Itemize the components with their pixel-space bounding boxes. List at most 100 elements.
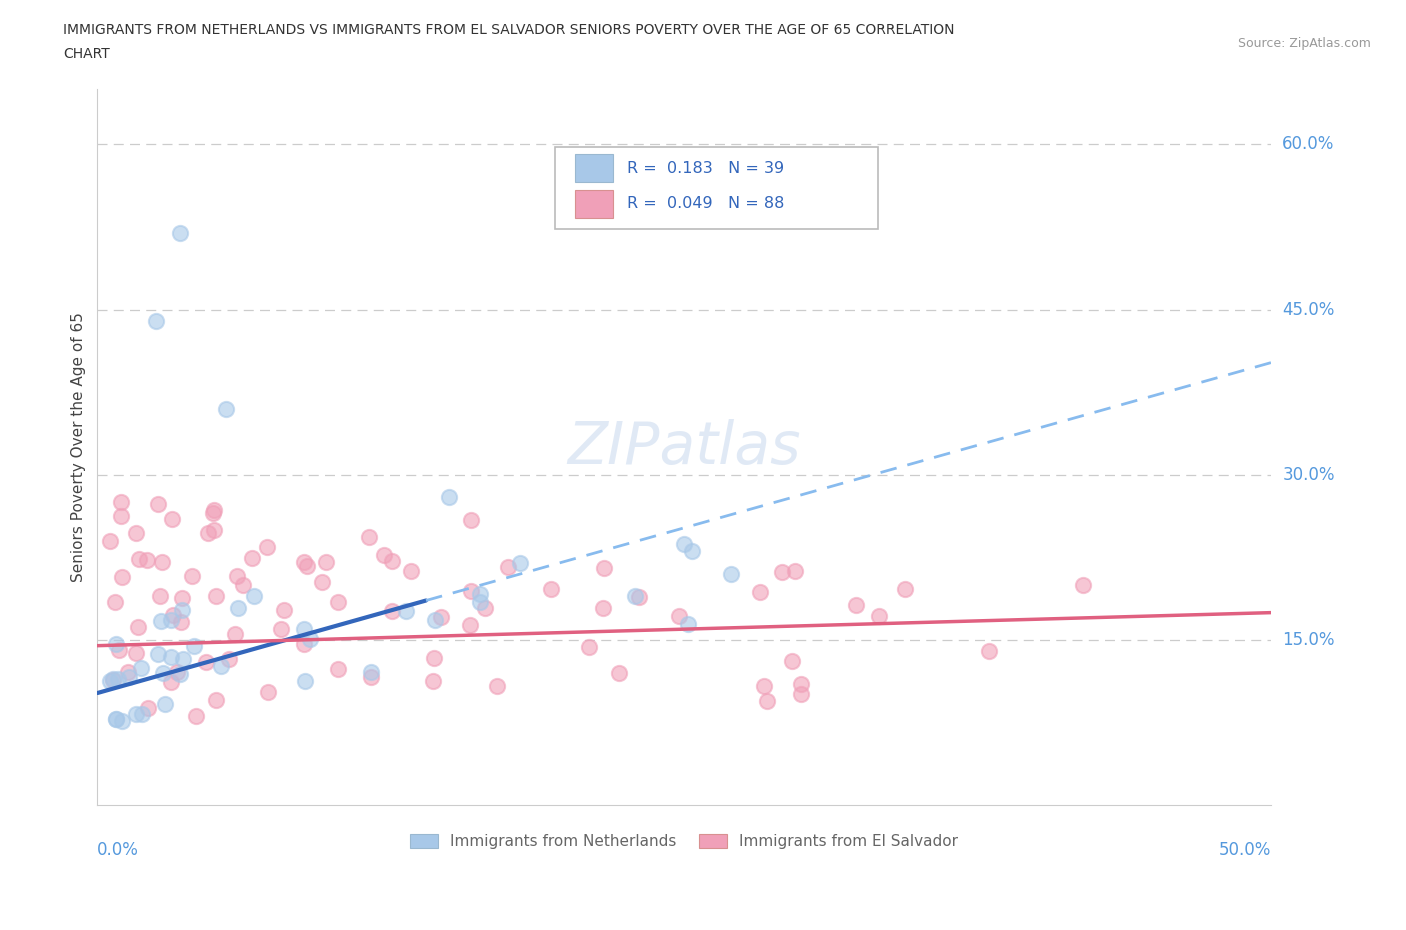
Point [315, 554, 337, 569]
Point [460, 512, 482, 527]
Point [125, 525, 148, 540]
Point [256, 540, 278, 555]
Point [101, 673, 124, 688]
Point [105, 636, 128, 651]
Point [672, 537, 695, 551]
Text: Source: ZipAtlas.com: Source: ZipAtlas.com [1237, 37, 1371, 50]
Point [328, 595, 350, 610]
Point [110, 569, 132, 584]
Point [676, 617, 699, 631]
Point [226, 601, 249, 616]
Point [108, 643, 131, 658]
Point [593, 561, 616, 576]
FancyBboxPatch shape [575, 190, 613, 219]
Point [748, 585, 770, 600]
Point [169, 615, 191, 630]
Point [755, 694, 778, 709]
Point [172, 591, 194, 605]
Point [197, 525, 219, 540]
Point [439, 489, 461, 504]
Point [146, 646, 169, 661]
Point [169, 225, 191, 240]
Point [295, 558, 318, 573]
Point [131, 660, 153, 675]
Point [153, 697, 176, 711]
Point [868, 609, 890, 624]
Point [131, 707, 153, 722]
Point [169, 666, 191, 681]
Point [395, 604, 418, 618]
Point [205, 693, 228, 708]
Point [166, 665, 188, 680]
Text: 15.0%: 15.0% [1282, 631, 1334, 649]
Point [430, 610, 453, 625]
Point [172, 652, 194, 667]
Point [681, 544, 703, 559]
Point [145, 313, 167, 328]
Text: R =  0.049   N = 88: R = 0.049 N = 88 [627, 196, 785, 211]
Text: 0.0%: 0.0% [97, 842, 139, 859]
Point [152, 666, 174, 681]
Point [422, 651, 444, 666]
Point [202, 503, 225, 518]
Point [226, 569, 249, 584]
Point [135, 552, 157, 567]
Point [104, 594, 127, 609]
Point [785, 564, 807, 578]
Point [780, 653, 803, 668]
Point [360, 665, 382, 680]
Point [381, 553, 404, 568]
Point [311, 575, 333, 590]
Point [110, 495, 132, 510]
Point [422, 674, 444, 689]
Point [162, 607, 184, 622]
Point [183, 639, 205, 654]
Point [194, 654, 217, 669]
Point [105, 711, 128, 726]
Point [720, 566, 742, 581]
Point [104, 711, 127, 726]
Point [149, 589, 172, 604]
Point [149, 613, 172, 628]
Point [146, 497, 169, 512]
Point [496, 559, 519, 574]
Point [752, 678, 775, 693]
Point [273, 602, 295, 617]
Point [184, 709, 207, 724]
Point [474, 600, 496, 615]
Point [159, 649, 181, 664]
Point [270, 621, 292, 636]
Point [359, 530, 381, 545]
Point [215, 402, 238, 417]
Point [257, 684, 280, 699]
Point [770, 565, 793, 579]
Point [509, 555, 531, 570]
Point [458, 618, 481, 632]
Point [118, 670, 141, 684]
Point [789, 677, 811, 692]
Point [209, 658, 232, 673]
Legend: Immigrants from Netherlands, Immigrants from El Salvador: Immigrants from Netherlands, Immigrants … [405, 828, 965, 855]
Point [127, 619, 149, 634]
Point [425, 613, 447, 628]
Point [468, 595, 491, 610]
Text: ZIPatlas: ZIPatlas [568, 418, 801, 476]
Point [624, 589, 647, 604]
Text: 45.0%: 45.0% [1282, 300, 1334, 319]
Point [399, 564, 422, 578]
Point [117, 665, 139, 680]
FancyBboxPatch shape [555, 147, 877, 229]
Point [125, 707, 148, 722]
Point [460, 584, 482, 599]
Point [107, 671, 129, 686]
Point [470, 587, 492, 602]
Point [170, 603, 193, 618]
Point [150, 554, 173, 569]
Text: 60.0%: 60.0% [1282, 136, 1334, 153]
Point [628, 590, 651, 604]
Point [668, 608, 690, 623]
Point [242, 589, 264, 604]
Text: CHART: CHART [63, 46, 110, 60]
Point [592, 601, 614, 616]
Point [98, 534, 121, 549]
